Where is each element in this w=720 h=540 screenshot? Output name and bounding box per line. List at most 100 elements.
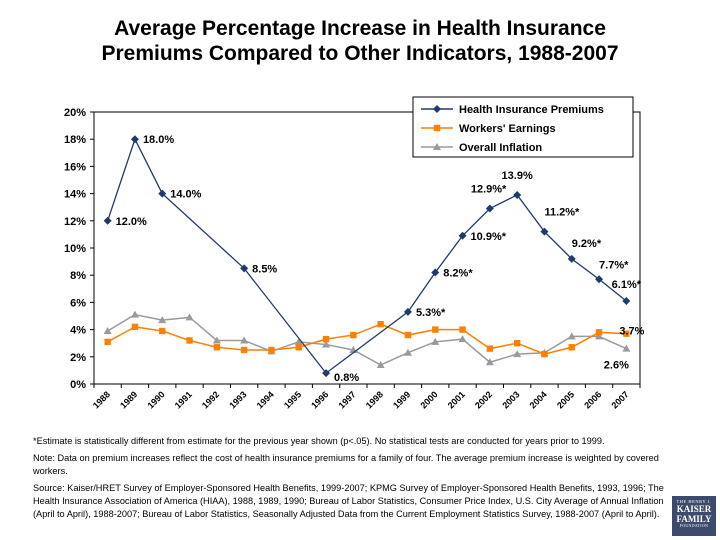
- x-tick-label: 1994: [255, 389, 276, 410]
- data-point: [567, 254, 576, 263]
- data-label: 8.5%: [252, 263, 277, 275]
- data-label: 6.1%*: [612, 279, 642, 291]
- x-tick-label: 1998: [364, 389, 385, 410]
- data-point: [322, 369, 331, 378]
- legend-label: Workers' Earnings: [459, 123, 556, 135]
- logo-line-2a: KAISER: [676, 504, 712, 514]
- y-tick-label: 18%: [64, 134, 86, 146]
- data-point: [268, 346, 275, 354]
- x-tick-label: 1996: [309, 389, 330, 410]
- x-tick-label: 2000: [418, 389, 439, 410]
- x-tick-label: 1990: [145, 389, 166, 410]
- y-tick-label: 12%: [64, 216, 86, 228]
- x-tick-label: 2002: [473, 389, 494, 410]
- data-label: 10.9%*: [471, 231, 507, 243]
- data-point: [131, 323, 139, 331]
- data-point: [103, 216, 112, 225]
- data-point: [486, 345, 494, 352]
- data-point: [130, 310, 139, 318]
- x-tick-label: 1999: [391, 389, 412, 410]
- data-point: [567, 332, 576, 340]
- chart-title: Average Percentage Increase in Health In…: [0, 16, 720, 66]
- data-point: [432, 326, 439, 333]
- legend-swatch-marker: [433, 143, 441, 150]
- x-tick-label: 2005: [555, 389, 576, 410]
- y-tick-label: 8%: [70, 270, 86, 282]
- data-point: [622, 297, 631, 306]
- data-label: 9.2%*: [572, 238, 602, 250]
- data-point: [459, 326, 466, 333]
- data-point: [159, 327, 166, 335]
- logo-line-1: THE HENRY J.: [676, 499, 712, 504]
- data-point: [240, 264, 249, 273]
- data-point: [568, 344, 575, 351]
- x-tick-label: 2007: [610, 389, 631, 410]
- data-point: [185, 313, 194, 321]
- y-tick-label: 0%: [70, 379, 86, 391]
- data-point: [104, 338, 111, 346]
- data-point: [485, 358, 494, 366]
- data-label: 7.7%*: [599, 259, 629, 271]
- data-point: [240, 346, 248, 354]
- data-label: 2.6%: [604, 360, 629, 372]
- data-point: [186, 337, 193, 344]
- legend-label: Overall Inflation: [459, 142, 542, 154]
- data-point: [240, 336, 249, 344]
- data-point: [431, 337, 440, 345]
- data-point: [130, 135, 139, 144]
- x-tick-label: 2004: [528, 389, 549, 410]
- legend-label: Health Insurance Premiums: [459, 104, 604, 116]
- logo-line-3: FOUNDATION: [679, 524, 709, 528]
- data-point: [595, 275, 604, 284]
- data-point: [513, 190, 522, 199]
- data-point: [431, 268, 440, 277]
- y-tick-label: 4%: [70, 325, 86, 337]
- legend-swatch-marker: [433, 124, 441, 132]
- logo-line-2b: FAMILY: [676, 514, 712, 524]
- chart-notes: *Estimate is statistically different fro…: [33, 435, 683, 525]
- data-label: 3.7%: [619, 326, 644, 338]
- line-chart: 0% 2% 4% 6% 8% 10% 12% 14% 16% 18% 20% 1988 1989 1990…: [64, 96, 645, 411]
- kaiser-family-foundation-logo: THE HENRY J. KAISER FAMILY FOUNDATION: [672, 496, 716, 536]
- data-point: [322, 340, 331, 348]
- data-point: [513, 350, 522, 358]
- data-label: 18.0%: [143, 134, 174, 146]
- data-point: [212, 336, 221, 344]
- legend-swatch-marker: [433, 105, 441, 113]
- data-point: [295, 344, 302, 351]
- data-point: [403, 348, 412, 356]
- x-tick-label: 1993: [227, 389, 248, 410]
- x-tick-label: 1997: [337, 389, 358, 410]
- x-tick-label: 1995: [282, 389, 303, 410]
- data-point: [458, 335, 467, 343]
- data-point: [622, 344, 631, 352]
- y-tick-label: 2%: [70, 352, 86, 364]
- x-tick-label: 2006: [582, 389, 603, 410]
- x-tick-label: 1989: [118, 389, 139, 410]
- x-tick-label: 2001: [446, 389, 467, 410]
- x-tick-label: 2003: [500, 389, 521, 410]
- data-label: 0.8%: [334, 372, 359, 384]
- y-tick-label: 16%: [64, 161, 86, 173]
- x-tick-label: 1992: [200, 389, 221, 410]
- data-point: [513, 340, 521, 347]
- data-point: [350, 331, 357, 339]
- estimate-footnote: *Estimate is statistically different fro…: [33, 436, 605, 446]
- data-point: [404, 331, 412, 339]
- data-point: [377, 320, 384, 328]
- data-label: 8.2%*: [443, 267, 473, 279]
- chart-title-line-1: Average Percentage Increase in Health In…: [114, 17, 606, 40]
- data-label: 11.2%*: [544, 207, 580, 219]
- x-tick-label: 1991: [173, 389, 194, 410]
- y-tick-label: 14%: [64, 189, 86, 201]
- data-point: [595, 332, 604, 340]
- chart-title-line-2: Premiums Compared to Other Indicators, 1…: [101, 42, 619, 65]
- data-point: [322, 335, 330, 343]
- data-label: 13.9%: [502, 170, 533, 182]
- data-label: 14.0%: [170, 189, 201, 201]
- data-point: [623, 330, 630, 337]
- data-point: [376, 360, 385, 368]
- y-tick-label: 6%: [70, 297, 86, 309]
- source-note: Source: Kaiser/HRET Survey of Employer-S…: [33, 483, 664, 519]
- data-label: 12.9%*: [471, 184, 507, 196]
